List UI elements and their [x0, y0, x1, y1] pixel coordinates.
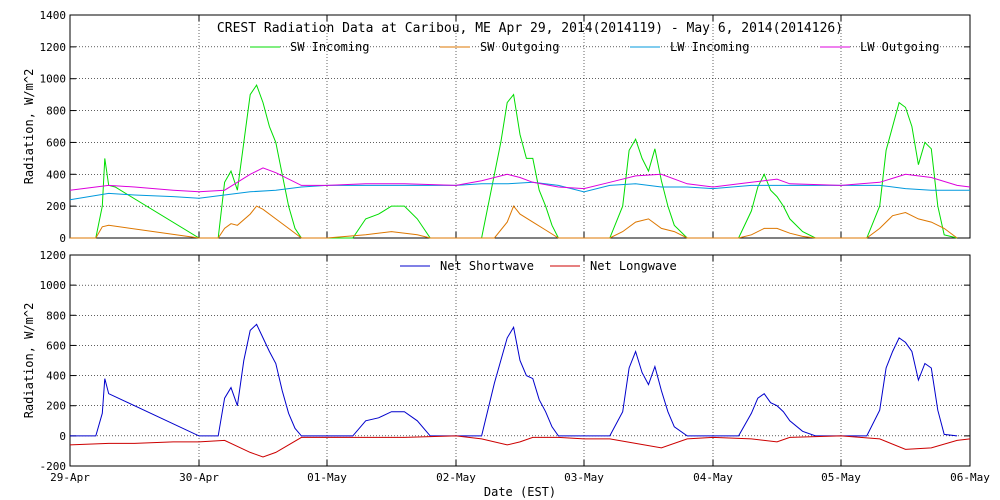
series-line-net-longwave — [69, 435, 971, 458]
x-tick-label: 02-May — [436, 471, 476, 484]
series-line-sw-incoming — [70, 84, 958, 239]
y-tick-label: 800 — [46, 309, 66, 322]
x-tick-label: 06-May — [950, 471, 990, 484]
y-tick-label: 400 — [46, 168, 66, 181]
y-tick-label: 1200 — [40, 41, 67, 54]
x-tick-label: 29-Apr — [50, 471, 90, 484]
x-tick-label: 05-May — [821, 471, 861, 484]
y-tick-label: 600 — [46, 136, 66, 149]
legend-label: SW Incoming — [290, 40, 369, 54]
series-line-sw-outgoing — [70, 205, 958, 239]
x-tick-label: 30-Apr — [179, 471, 219, 484]
legend-label: LW Incoming — [670, 40, 749, 54]
x-tick-label: 03-May — [564, 471, 604, 484]
series-line-lw-outgoing — [69, 167, 971, 193]
y-tick-label: 1000 — [40, 279, 67, 292]
y-tick-label: 200 — [46, 400, 66, 413]
y-axis-title: Radiation, W/m^2 — [22, 69, 36, 185]
x-tick-label: 01-May — [307, 471, 347, 484]
y-tick-label: 0 — [59, 232, 66, 245]
x-axis-title: Date (EST) — [484, 485, 556, 499]
y-tick-label: 400 — [46, 370, 66, 383]
x-tick-label: 04-May — [693, 471, 733, 484]
y-tick-label: -200 — [40, 460, 67, 473]
y-tick-label: 600 — [46, 339, 66, 352]
series-line-net-shortwave — [70, 323, 958, 437]
chart-title: CREST Radiation Data at Caribou, ME Apr … — [217, 21, 843, 36]
legend-label: Net Shortwave — [440, 259, 534, 273]
y-axis-title: Radiation, W/m^2 — [22, 303, 36, 419]
legend-label: SW Outgoing — [480, 40, 559, 54]
y-tick-label: 800 — [46, 105, 66, 118]
legend-label: Net Longwave — [590, 259, 677, 273]
y-tick-label: 1200 — [40, 249, 67, 262]
y-tick-label: 200 — [46, 200, 66, 213]
y-tick-label: 1000 — [40, 73, 67, 86]
y-tick-label: 1400 — [40, 9, 67, 22]
plot-frame-1 — [69, 254, 971, 467]
legend-label: LW Outgoing — [860, 40, 939, 54]
y-tick-label: 0 — [59, 430, 66, 443]
plot-frame-0 — [69, 14, 971, 239]
